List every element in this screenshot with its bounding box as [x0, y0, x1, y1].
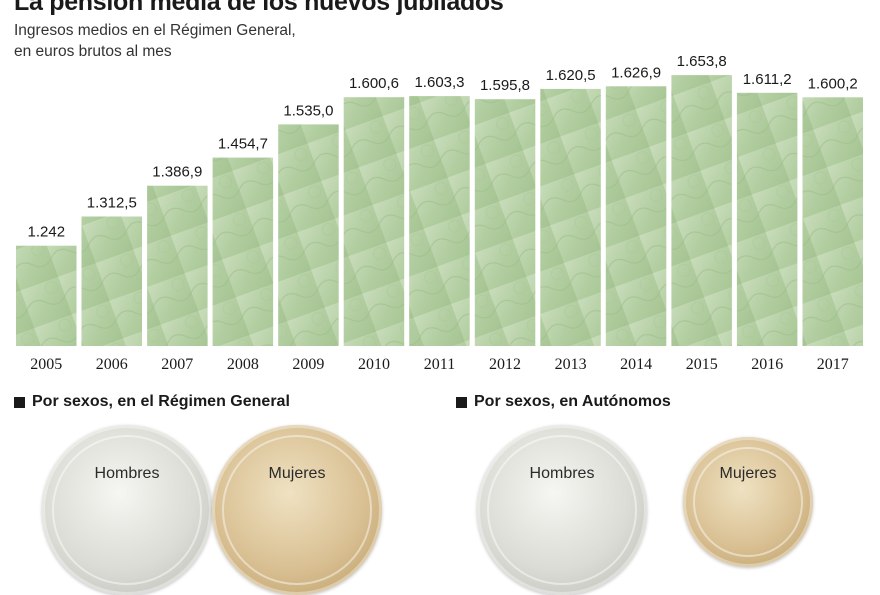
section-heading-autonomos: Por sexos, en Autónomos [456, 393, 671, 411]
coin-ring [693, 447, 803, 557]
year-label-2011: 2011 [424, 356, 455, 373]
bar-2011 [409, 96, 470, 346]
value-label-2012: 1.595,8 [480, 77, 530, 94]
year-label-2015: 2015 [686, 356, 718, 373]
year-label-2010: 2010 [358, 356, 390, 373]
value-label-2010: 1.600,6 [349, 75, 399, 92]
coin-autonomos-men-label: Hombres [529, 465, 595, 482]
bar-2016 [736, 92, 798, 346]
value-label-2009: 1.535,0 [283, 102, 333, 119]
value-label-2007: 1.386,9 [152, 164, 202, 181]
year-label-2008: 2008 [227, 356, 259, 373]
value-label-2008: 1.454,7 [218, 136, 268, 153]
coin-autonomos-men: Hombres [477, 425, 647, 595]
bar-2009 [278, 124, 339, 347]
year-label-2007: 2007 [161, 356, 193, 373]
coin-ring [487, 435, 637, 585]
square-bullet-icon [14, 396, 25, 408]
coin-general-men-label: Hombres [94, 465, 160, 482]
chart-subtitle-line-2: en euros brutos al mes [14, 43, 172, 60]
year-label-2014: 2014 [620, 356, 652, 373]
bar-2010 [343, 97, 405, 346]
bar-2015 [671, 75, 732, 346]
coin-general-men: Hombres [42, 425, 212, 595]
bar-2012 [474, 99, 536, 346]
bar-2017 [802, 97, 863, 346]
coin-general-women-label: Mujeres [268, 465, 326, 482]
chart-title: La pensión media de los nuevos jubilados [14, 0, 504, 16]
bar-2014 [605, 86, 667, 347]
year-label-2013: 2013 [555, 356, 587, 373]
bar-2007 [147, 185, 208, 346]
coin-ring [52, 435, 202, 585]
value-label-2015: 1.653,8 [677, 53, 727, 70]
value-label-2011: 1.603,3 [414, 74, 464, 91]
value-label-2014: 1.626,9 [611, 64, 661, 81]
coin-autonomos-women-label: Mujeres [719, 465, 777, 482]
section-heading-autonomos-text: Por sexos, en Autónomos [474, 393, 671, 410]
bar-chart: 1.242 1.312,5 1.386,9 1.454,7 1.535,0 1.600,6… [16, 53, 863, 373]
bar-2005 [16, 245, 77, 346]
square-bullet-icon [456, 396, 467, 408]
year-label-2005: 2005 [30, 356, 62, 373]
value-label-2006: 1.312,5 [87, 195, 137, 212]
chart-subtitle-line-1: Ingresos medios en el Régimen General, [14, 22, 296, 39]
year-label-2017: 2017 [817, 356, 849, 373]
coin-ring [222, 435, 372, 585]
year-label-2006: 2006 [96, 356, 128, 373]
bar-2006 [81, 216, 142, 346]
year-label-2009: 2009 [292, 356, 324, 373]
value-label-2005: 1.242 [28, 224, 66, 241]
coin-autonomos-women: Mujeres [683, 437, 813, 567]
section-heading-general: Por sexos, en el Régimen General [14, 393, 290, 411]
year-label-2016: 2016 [751, 356, 783, 373]
value-label-2017: 1.600,2 [808, 75, 858, 92]
coin-general-women: Mujeres [212, 425, 382, 595]
value-label-2016: 1.611,2 [743, 71, 792, 88]
bar-2013 [540, 88, 601, 347]
section-heading-general-text: Por sexos, en el Régimen General [32, 393, 290, 410]
bar-2008 [212, 157, 274, 346]
year-label-2012: 2012 [489, 356, 521, 373]
value-label-2013: 1.620,5 [546, 67, 596, 84]
